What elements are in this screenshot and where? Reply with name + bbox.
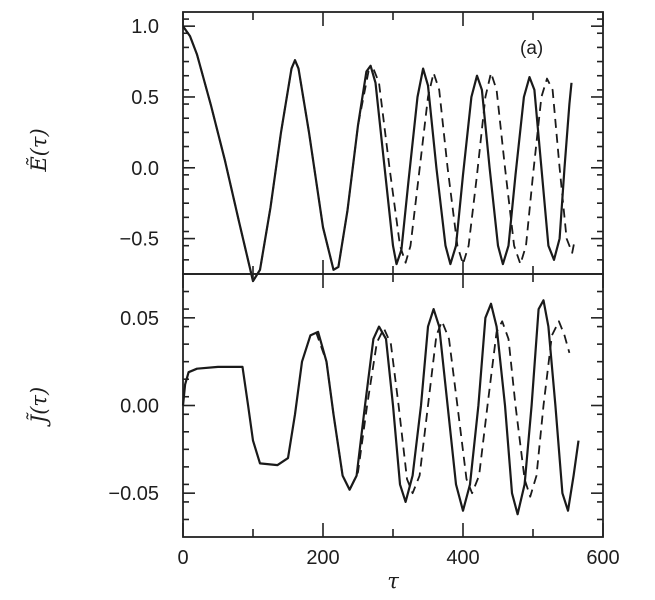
panel-annotation: (a) xyxy=(520,38,543,59)
bottom-ytick-label: 0.05 xyxy=(120,308,159,330)
bottom-series-group xyxy=(181,299,580,516)
top-y-axis-label: Ẽ(τ) xyxy=(27,128,51,172)
top-tick-group: 1.0 0.5 0.0 −0.5 xyxy=(120,12,604,274)
bottom-tick-group: 0.05 0.00 −0.05 0 200 400 600 xyxy=(108,274,620,569)
bottom-series-solid xyxy=(181,299,580,516)
panel-bottom: 0.05 0.00 −0.05 0 200 400 600 J̃(τ) τ xyxy=(27,273,620,593)
top-ytick-label: 0.0 xyxy=(131,158,159,180)
xtick-label: 400 xyxy=(446,547,479,569)
bottom-ytick-label: −0.05 xyxy=(108,483,159,505)
panel-top: 1.0 0.5 0.0 −0.5 (a) Ẽ(τ) xyxy=(27,11,604,283)
xtick-label: 600 xyxy=(586,547,619,569)
top-ytick-label: 1.0 xyxy=(131,16,159,38)
top-series-dashed xyxy=(182,25,576,282)
xtick-label: 200 xyxy=(306,547,339,569)
x-axis-label: τ xyxy=(387,569,399,593)
top-ytick-label: −0.5 xyxy=(120,229,159,251)
bottom-ytick-label: 0.00 xyxy=(120,396,159,418)
bottom-y-axis-label: J̃(τ) xyxy=(27,387,51,427)
xtick-label: 0 xyxy=(177,547,188,569)
bottom-series-dashed xyxy=(315,320,571,498)
top-series-group xyxy=(182,25,576,283)
top-ytick-label: 0.5 xyxy=(131,87,159,109)
